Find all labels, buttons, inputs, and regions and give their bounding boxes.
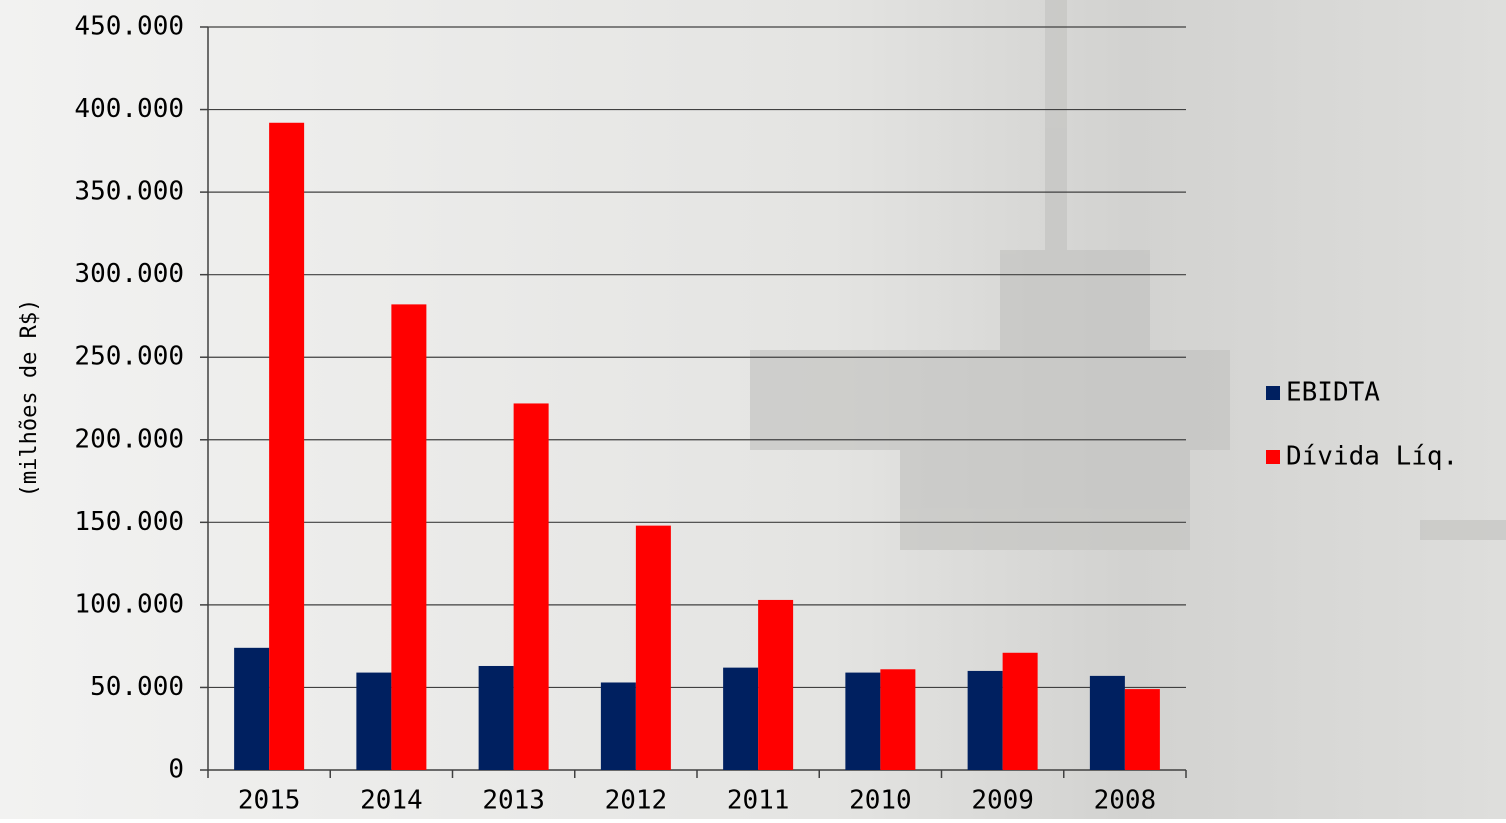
- bar: [880, 669, 915, 770]
- bar: [356, 673, 391, 770]
- bar: [601, 682, 636, 770]
- y-tick-label: 100.000: [74, 589, 184, 619]
- bar: [723, 668, 758, 770]
- bar: [1003, 653, 1038, 770]
- y-tick-label: 150.000: [74, 507, 184, 537]
- x-tick-label: 2010: [849, 786, 912, 816]
- legend-swatch: [1266, 386, 1280, 400]
- x-tick-label: 2013: [482, 786, 545, 816]
- y-tick-label: 400.000: [74, 94, 184, 124]
- legend-swatch: [1266, 450, 1280, 464]
- bar: [758, 600, 793, 770]
- x-tick-label: 2015: [238, 786, 301, 816]
- y-tick-label: 50.000: [90, 672, 184, 702]
- x-tick-label: 2012: [605, 786, 668, 816]
- bar: [269, 123, 304, 770]
- chart: (milhões de R$) 0 50.000 100.000 150.000 200…: [0, 0, 1506, 819]
- bar: [1125, 689, 1160, 770]
- bar: [636, 526, 671, 770]
- bar: [391, 304, 426, 770]
- bar: [234, 648, 269, 770]
- bar: [968, 671, 1003, 770]
- y-axis-title: (milhões de R$): [17, 299, 42, 498]
- y-tick-label: 200.000: [74, 424, 184, 454]
- x-tick-label: 2011: [727, 786, 790, 816]
- bar: [845, 673, 880, 770]
- y-tick-label: 0: [168, 755, 184, 785]
- x-tick-label: 2014: [360, 786, 423, 816]
- legend-label: EBIDTA: [1286, 378, 1380, 408]
- bar: [1090, 676, 1125, 770]
- y-tick-label: 450.000: [74, 12, 184, 42]
- bar: [479, 666, 514, 770]
- legend-label: Dívida Líq.: [1286, 442, 1458, 472]
- y-tick-label: 300.000: [74, 259, 184, 289]
- x-tick-label: 2009: [971, 786, 1034, 816]
- bar: [514, 403, 549, 770]
- y-tick-label: 350.000: [74, 177, 184, 207]
- x-tick-label: 2008: [1094, 786, 1157, 816]
- y-tick-label: 250.000: [74, 342, 184, 372]
